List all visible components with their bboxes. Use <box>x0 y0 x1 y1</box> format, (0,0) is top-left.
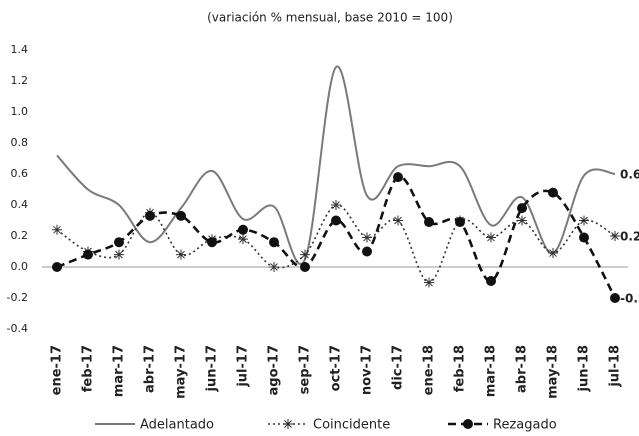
marker <box>517 215 527 226</box>
marker <box>145 210 155 221</box>
marker <box>331 200 341 210</box>
marker <box>269 262 279 272</box>
legend-label: Coincidente <box>313 418 390 433</box>
x-tick-label: jul-17 <box>236 345 251 388</box>
marker <box>610 231 620 241</box>
legend-item: Adelantado <box>95 418 214 433</box>
x-tick-label: abr-18 <box>515 345 530 393</box>
x-tick-label: jun-18 <box>577 345 592 392</box>
y-tick-label: -0.4 <box>7 322 28 335</box>
marker <box>548 248 558 259</box>
x-tick-label: abr-17 <box>143 345 158 393</box>
marker <box>300 249 310 260</box>
marker <box>579 232 589 243</box>
marker <box>610 293 620 303</box>
x-tick-label: oct-17 <box>329 345 344 391</box>
marker <box>579 215 589 226</box>
marker <box>393 215 403 226</box>
marker <box>300 262 310 272</box>
data-label: 0.6 <box>620 168 639 182</box>
x-tick-label: may-18 <box>546 345 561 399</box>
marker <box>463 419 473 429</box>
x-tick-label: jul-18 <box>608 345 623 388</box>
series-line <box>56 65 616 265</box>
marker <box>207 237 217 248</box>
x-tick-label: mar-18 <box>484 345 499 397</box>
data-label: 0.2 <box>620 230 639 244</box>
y-tick-label: 0.4 <box>11 198 29 211</box>
legend-item: Coincidente <box>268 418 390 433</box>
marker <box>548 187 558 198</box>
y-tick-label: 1.4 <box>11 43 29 56</box>
y-tick-label: 0.6 <box>11 167 29 180</box>
chart-subtitle: (variación % mensual, base 2010 = 100) <box>207 11 453 25</box>
marker <box>176 249 186 260</box>
x-tick-label: jun-17 <box>205 345 220 392</box>
data-label: -0.2 <box>620 292 639 306</box>
marker <box>176 210 186 221</box>
marker <box>424 277 434 288</box>
x-tick-label: ene-17 <box>50 345 65 395</box>
marker <box>393 172 403 183</box>
marker <box>52 224 62 235</box>
marker <box>283 419 293 429</box>
marker <box>517 203 527 214</box>
x-tick-label: ago-17 <box>267 345 282 396</box>
y-tick-label: 1.2 <box>11 74 29 87</box>
y-tick-label: 0.8 <box>11 136 29 149</box>
marker <box>362 232 372 243</box>
marker <box>424 217 434 228</box>
legend-label: Rezagado <box>493 418 557 433</box>
x-tick-label: feb-18 <box>453 345 468 392</box>
x-tick-label: nov-17 <box>360 345 375 395</box>
x-tick-label: ene-18 <box>422 345 437 395</box>
x-tick-label: sep-17 <box>298 345 313 394</box>
x-tick-label: feb-17 <box>81 345 96 392</box>
y-tick-label: -0.2 <box>7 291 28 304</box>
marker <box>83 249 93 260</box>
legend-label: Adelantado <box>140 418 214 433</box>
y-tick-label: 0.2 <box>11 229 29 242</box>
marker <box>52 262 62 272</box>
series-line <box>56 175 617 299</box>
x-tick-label: mar-17 <box>112 345 127 397</box>
legend-item: Rezagado <box>448 418 557 433</box>
marker <box>486 232 496 243</box>
marker <box>238 234 248 245</box>
marker <box>331 215 341 226</box>
x-tick-label: may-17 <box>174 345 189 399</box>
y-tick-label: 1.0 <box>11 105 29 118</box>
marker <box>114 237 124 248</box>
marker <box>238 224 248 235</box>
x-tick-label: dic-17 <box>391 345 406 390</box>
marker <box>114 249 124 260</box>
marker <box>362 246 372 257</box>
marker <box>455 217 465 228</box>
y-tick-label: 0.0 <box>11 260 29 273</box>
marker <box>269 237 279 248</box>
marker <box>486 275 496 286</box>
